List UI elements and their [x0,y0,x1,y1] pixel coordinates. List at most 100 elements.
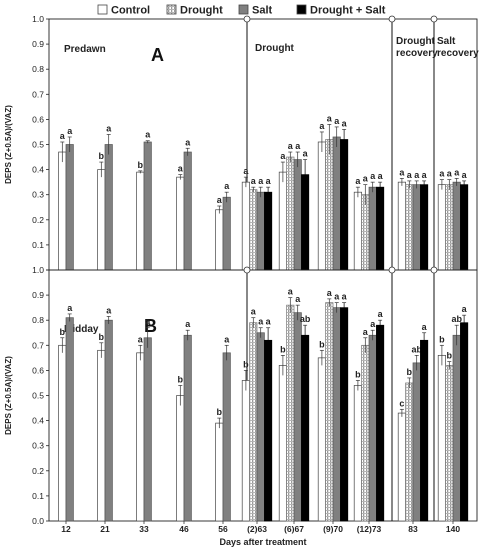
significance-letter: a [251,307,257,317]
section-label-line: recovery [396,48,438,59]
significance-letter: ab [451,314,462,324]
bar-drought-salt [340,139,349,271]
significance-letter: c [399,398,404,408]
significance-letter: a [266,317,272,327]
significance-letter: a [370,171,376,181]
bar-control [353,191,362,271]
significance-letter: a [439,169,445,179]
x-tick-label: 12 [61,524,71,534]
significance-letter: a [295,294,301,304]
significance-letter: a [295,141,301,151]
significance-letter: a [342,292,348,302]
y-axis-title: DEPS (Z+0.5A)/(VAZ) [4,105,13,184]
significance-letter: b [319,339,325,349]
divider-marker [388,266,396,274]
bar-control [215,209,224,271]
bar-salt [368,186,377,271]
bar-salt [104,319,113,522]
bar-salt [143,141,152,271]
bar-drought [445,365,454,522]
legend-swatch [97,4,108,15]
legend-item: Salt [238,4,273,17]
bar-drought [405,184,414,271]
bar-drought [361,344,370,522]
y-tick-label: 0.5 [32,391,44,401]
significance-letter: a [145,317,151,327]
significance-letter: a [145,130,151,140]
y-tick-label: 0.7 [32,340,44,350]
significance-letter: a [185,319,191,329]
bar-salt [65,317,74,522]
y-tick-label: 1.0 [32,14,44,24]
bar-control [353,385,362,522]
y-tick-label: 0.6 [32,365,44,375]
bar-drought [325,139,334,271]
panel-letter: A [151,45,164,65]
significance-letter: a [106,305,112,315]
significance-letter: b [280,344,286,354]
bar-control [397,412,406,522]
x-tick-label: (2)63 [247,524,267,534]
bar-salt [412,184,421,271]
bar-drought-salt [340,307,349,522]
y-tick-label: 0.3 [32,190,44,200]
x-tick-label: 33 [139,524,149,534]
bar-control [176,395,185,522]
significance-letter: ab [411,344,422,354]
legend-swatch [296,4,307,15]
significance-letter: a [288,287,294,297]
significance-letter: a [224,334,230,344]
divider-marker [430,266,438,274]
significance-letter: a [462,170,468,180]
bar-control [176,176,185,271]
bar-drought-salt [460,184,469,271]
legend-label: Drought [180,5,223,17]
y-tick-label: 0.2 [32,215,44,225]
bar-drought [445,184,454,271]
significance-letter: a [422,322,428,332]
section-label-line: Drought [396,36,436,47]
significance-letter: a [414,170,420,180]
significance-letter: a [319,121,325,131]
significance-letter: b [178,374,184,384]
bar-drought-salt [460,322,469,522]
bar-salt [222,196,231,271]
bar-drought-salt [264,191,273,271]
significance-letter: a [327,288,333,298]
legend-swatch [238,4,249,15]
legend-label: Control [111,5,150,17]
x-tick-label: 46 [179,524,189,534]
bar-control [58,344,67,522]
significance-letter: a [178,164,184,174]
bar-salt [104,144,113,271]
bar-control [241,181,250,271]
bar-control [437,354,446,522]
significance-letter: a [370,319,376,329]
significance-letter: b [439,334,445,344]
significance-letter: a [280,151,286,161]
legend-item: Control [97,4,150,17]
significance-letter: b [407,367,413,377]
legend-item: Drought + Salt [296,4,386,17]
x-tick-label: 140 [446,524,460,534]
significance-letter: b [243,359,249,369]
section-label-line: Salt [437,36,456,47]
y-tick-label: 0.0 [32,516,44,526]
significance-letter: a [363,174,369,184]
x-tick-label: (6)67 [284,524,304,534]
bar-drought-salt [264,339,273,522]
legend-label: Salt [252,5,273,17]
significance-letter: a [243,166,249,176]
bar-control [58,151,67,271]
section-label: Salt recovery [437,36,479,59]
significance-letter: a [363,327,369,337]
bar-salt [256,191,265,271]
significance-letter: b [355,369,361,379]
significance-letter: a [138,334,144,344]
y-tick-label: 0.2 [32,466,44,476]
bar-control [317,357,326,522]
significance-letter: a [185,137,191,147]
significance-letter: a [378,171,384,181]
bar-salt [332,307,341,522]
